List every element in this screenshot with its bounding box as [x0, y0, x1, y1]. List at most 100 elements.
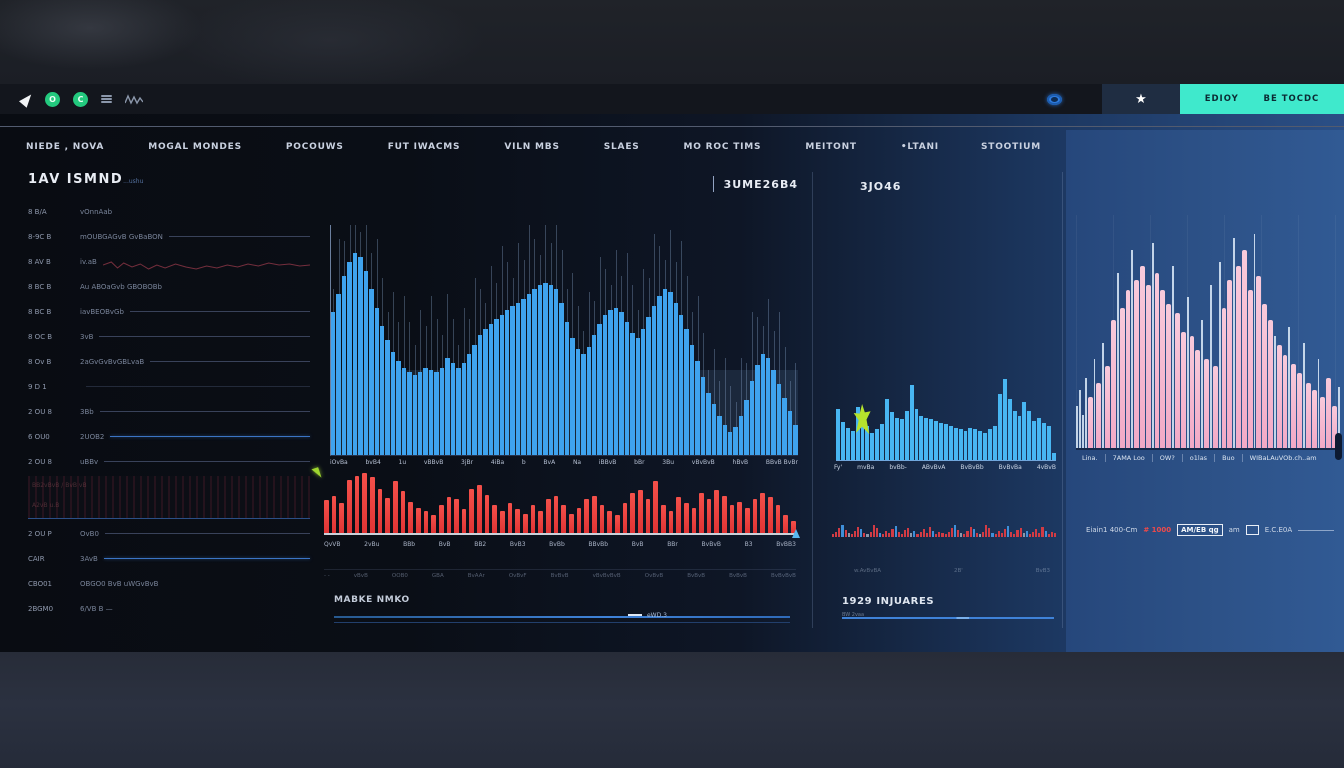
- favorite-segment[interactable]: ★: [1102, 84, 1180, 114]
- slider-handle[interactable]: [627, 614, 642, 616]
- center-faint-ticks: - - vBvB OOB0 GBA BvAAr OvBvF BvBvB vBvBvBvB OvB…: [324, 569, 796, 579]
- eye-icon[interactable]: [1046, 93, 1062, 105]
- watchlist-row[interactable]: 8 BC B iavBEOBvGb: [28, 299, 310, 324]
- watchlist-row[interactable]: 6 OU0 2UOB2: [28, 424, 310, 449]
- micro-volume-bar: [866, 534, 869, 537]
- waveform-icon[interactable]: [125, 93, 143, 105]
- pink-candle: [1276, 345, 1282, 448]
- watchlist-row[interactable]: 8 BC B Au ABOaGvb GBOBOBb: [28, 274, 310, 299]
- nav-item[interactable]: FUT IWACMS: [387, 141, 461, 152]
- watchlist-row[interactable]: 8 OC B 3vB: [28, 324, 310, 349]
- watchlist-row-value: mOUBGAGvB GvBaBON: [80, 232, 163, 241]
- watchlist-row-value: 3Bb: [80, 407, 94, 416]
- x-tick: 3jBr: [461, 459, 474, 466]
- layers-icon[interactable]: [101, 95, 112, 103]
- watchlist-row[interactable]: 2BGM0 6/VB B —: [28, 596, 310, 621]
- protocol-button[interactable]: BE TOCDC: [1263, 94, 1320, 104]
- price-bar: [689, 225, 695, 455]
- x-tick: BBvB BvBr: [765, 459, 798, 466]
- micro-volume-bar: [885, 531, 888, 537]
- histogram-bar: [914, 409, 919, 460]
- price-fill: [401, 367, 407, 455]
- price-bar: [428, 225, 434, 455]
- nav-item[interactable]: LTANI: [907, 141, 939, 152]
- faint-tick: BvBvBvB: [771, 573, 796, 579]
- nav-item[interactable]: MOGAL MONDES: [148, 141, 242, 152]
- histogram-bar: [993, 426, 997, 460]
- watchlist-row-line: [150, 361, 310, 362]
- watchlist-row[interactable]: 9 D 1: [28, 374, 310, 399]
- watchlist-row[interactable]: CAIR 3AvB: [28, 546, 310, 571]
- price-fill: [472, 344, 477, 455]
- nav-item[interactable]: VILN MBS: [504, 141, 560, 152]
- price-fill: [570, 337, 575, 455]
- price-bar: [494, 225, 499, 455]
- green-c-icon[interactable]: C: [73, 91, 88, 107]
- watchlist-row[interactable]: CBO01 OBGO0 BvB uWGvBvB: [28, 571, 310, 596]
- watchlist-row[interactable]: 2 OU P OvB0: [28, 521, 310, 546]
- watchlist-row[interactable]: 8-9C B mOUBGAGvB GvBaBON: [28, 224, 310, 249]
- nav-item[interactable]: NIEDE , NOVA: [26, 141, 105, 152]
- mid-underline: [842, 617, 1054, 619]
- green-record-icon[interactable]: O: [45, 91, 60, 107]
- watchlist-row[interactable]: 2 OU 8 uBBv: [28, 449, 310, 474]
- x-tick: BvB3: [509, 541, 526, 548]
- histogram-bar: [948, 426, 953, 460]
- price-fill: [466, 353, 472, 455]
- micro-volume-bar: [888, 533, 891, 537]
- center-panel: 3UME26B4 iOvBa bvB4 1u vBBvB 3jBr 4iBa b BvA Na i…: [318, 172, 813, 628]
- nav-item[interactable]: STOOTIUM: [980, 141, 1042, 152]
- price-fill: [711, 404, 717, 455]
- thin-line: [1317, 359, 1320, 448]
- price-bar: [423, 225, 428, 455]
- watchlist-row[interactable]: 8 Ov B 2aGvGvBvGBLvaB: [28, 349, 310, 374]
- price-bar: [738, 225, 744, 455]
- histogram-bar: [1007, 398, 1012, 460]
- checkbox-icon[interactable]: [1245, 525, 1259, 535]
- watchlist-row-value: 3vB: [80, 332, 94, 341]
- price-bar: [776, 225, 782, 455]
- mid-volume-strip: [832, 524, 1056, 537]
- pink-candle: [1326, 378, 1332, 448]
- volume-bar: [331, 495, 337, 533]
- thin-line: [1273, 336, 1276, 448]
- watchlist-row-value: iavBEOBvGb: [80, 307, 124, 316]
- price-fill: [532, 289, 537, 455]
- scrollbar-thumb[interactable]: [1335, 433, 1342, 460]
- price-wick: [724, 358, 726, 455]
- price-bar: [401, 225, 407, 455]
- price-bar: [483, 225, 488, 455]
- watchlist-row[interactable]: 8 AV B iv.aB: [28, 249, 311, 274]
- micro-volume-bar: [1013, 534, 1016, 537]
- watchlist-row-label: 8 AV B: [28, 257, 51, 266]
- right-bottom-badge[interactable]: AM/EB qg: [1177, 524, 1223, 536]
- watchlist-row[interactable]: 8 B/A vOnnAab: [28, 199, 310, 224]
- nav-item[interactable]: SLAES: [603, 141, 640, 152]
- price-bar: [760, 225, 765, 455]
- volume-bar: [607, 511, 612, 533]
- edit-button[interactable]: EDIOY: [1204, 94, 1239, 104]
- nav-item[interactable]: MO ROC TIMS: [683, 141, 762, 152]
- micro-volume-bar: [844, 530, 847, 537]
- mid-underline-sub: BW 2vaa: [842, 612, 865, 618]
- thin-line: [1131, 249, 1134, 448]
- range-slider[interactable]: eWD.3: [334, 612, 790, 624]
- price-fill: [390, 351, 396, 455]
- faint-tick: GBA: [431, 573, 444, 579]
- nav-item[interactable]: •: [900, 141, 908, 152]
- mid-bottom-label: 1929 INJUARES: [842, 596, 935, 607]
- nav-left: NIEDE , NOVA MOGAL MONDES POCOUWS FUT IWACM…: [26, 142, 907, 152]
- volume-bar: [791, 521, 796, 533]
- volume-bar: [484, 494, 490, 533]
- nav-item[interactable]: MEITONT: [805, 141, 857, 152]
- watchlist-row[interactable]: 2 OU 8 3Bb: [28, 399, 310, 424]
- pink-candle: [1236, 266, 1241, 448]
- center-bottom-label: MABKE NMKO: [334, 595, 410, 605]
- micro-volume-bar: [960, 533, 963, 537]
- cursor-arrow-icon[interactable]: [18, 90, 36, 108]
- pink-candle: [1180, 331, 1186, 448]
- nav-item[interactable]: POCOUWS: [285, 141, 344, 152]
- thin-line: [1081, 415, 1084, 448]
- pink-candle: [1297, 373, 1302, 448]
- price-bar: [336, 225, 341, 455]
